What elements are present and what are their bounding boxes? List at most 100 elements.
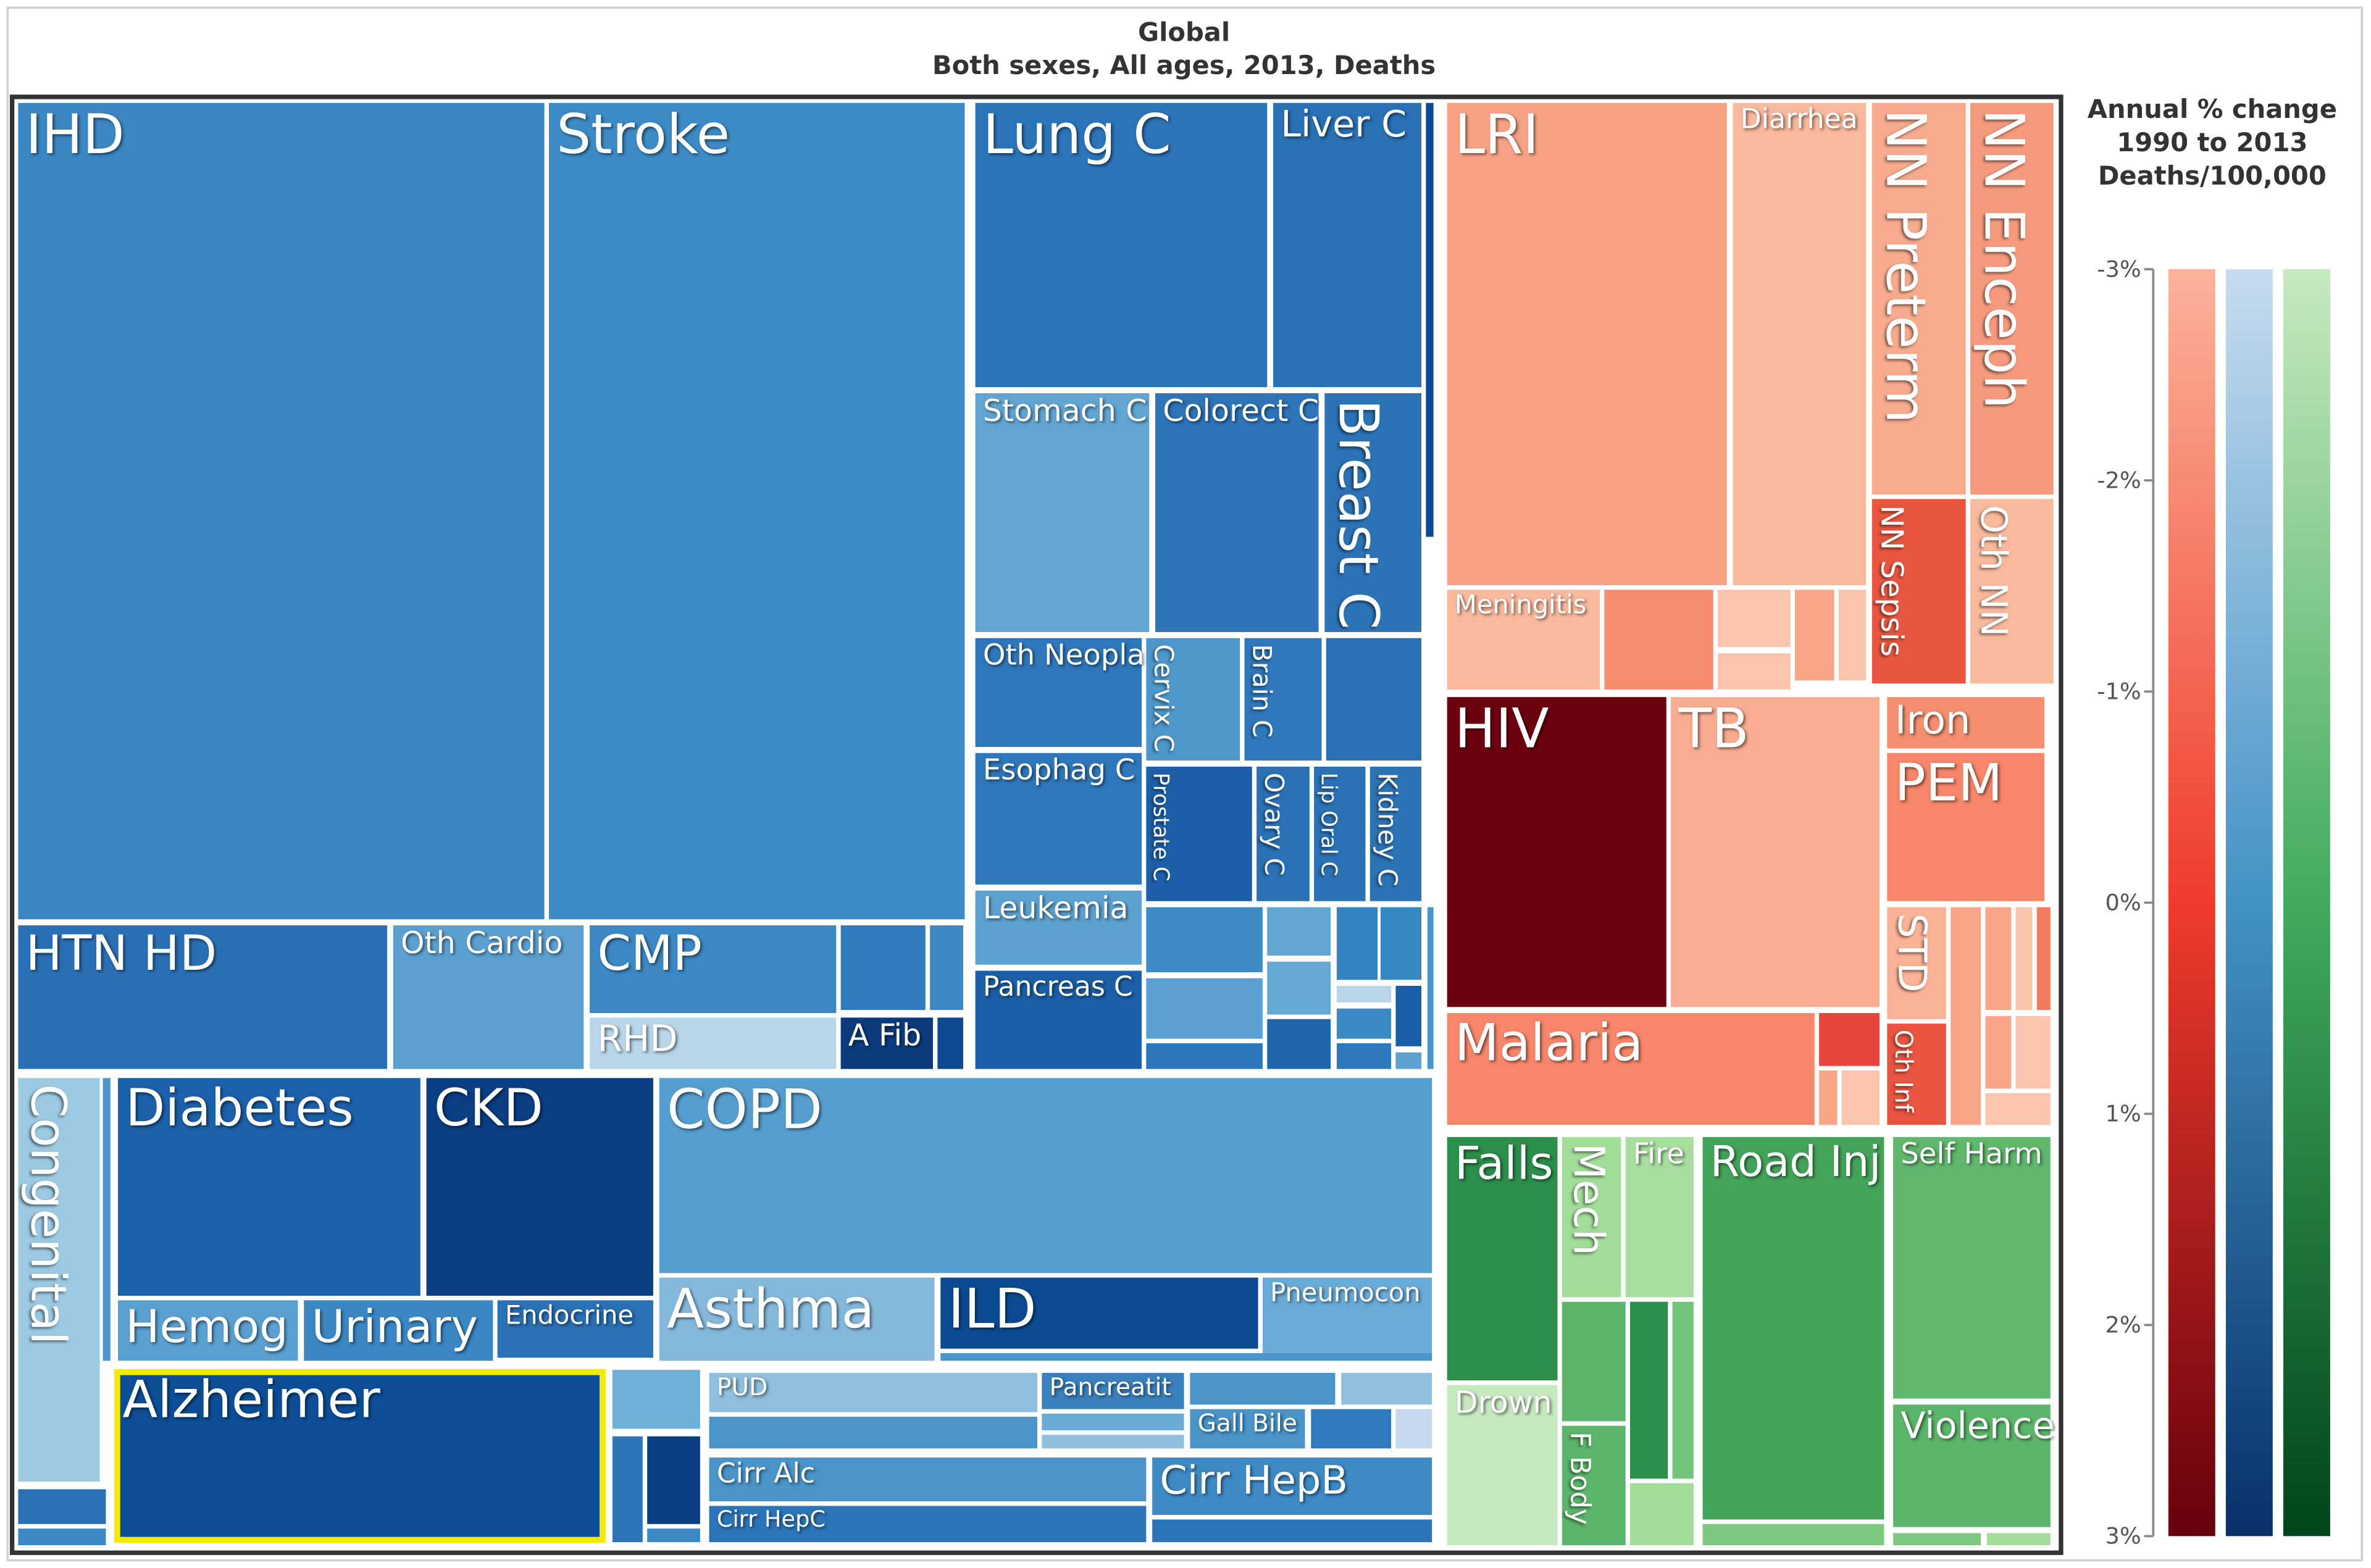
- treemap-cell[interactable]: [840, 925, 926, 1011]
- treemap-cell[interactable]: [940, 1353, 1432, 1361]
- treemap-cell[interactable]: [102, 1078, 111, 1361]
- treemap-cell-esophag-c[interactable]: [975, 753, 1142, 885]
- treemap-cell[interactable]: [1146, 978, 1263, 1039]
- treemap-cell-pancreas-c[interactable]: [975, 970, 1142, 1069]
- treemap-cell-mech[interactable]: [1562, 1136, 1621, 1298]
- treemap-cell[interactable]: [1267, 907, 1331, 956]
- treemap-cell-drown[interactable]: [1447, 1385, 1558, 1546]
- treemap-cell[interactable]: [1819, 1070, 1838, 1125]
- treemap-cell[interactable]: [1152, 1519, 1432, 1543]
- treemap-cell-leukemia[interactable]: [975, 890, 1142, 965]
- treemap-cell-violence[interactable]: [1893, 1404, 2051, 1527]
- treemap-cell[interactable]: [1341, 1372, 1432, 1405]
- treemap-cell-diarrhea[interactable]: [1733, 102, 1867, 585]
- treemap-cell-ckd[interactable]: [426, 1078, 653, 1296]
- treemap-cell-colorect-c[interactable]: [1155, 393, 1319, 632]
- treemap-cell-falls[interactable]: [1447, 1136, 1558, 1381]
- treemap-cell[interactable]: [1395, 1409, 1432, 1449]
- treemap-cell[interactable]: [1042, 1414, 1184, 1430]
- treemap-cell-hemog[interactable]: [118, 1300, 298, 1361]
- treemap-cell[interactable]: [1985, 1015, 2012, 1089]
- treemap-cell-prostate-c[interactable]: [1146, 766, 1252, 901]
- treemap-cell[interactable]: [1395, 985, 1422, 1046]
- treemap-cell[interactable]: [1672, 1301, 1694, 1479]
- treemap-cell-std[interactable]: [1887, 907, 1946, 1019]
- treemap-cell[interactable]: [647, 1436, 700, 1524]
- treemap-cell[interactable]: [1311, 1409, 1392, 1449]
- treemap-cell[interactable]: [1427, 907, 1434, 1069]
- treemap-cell-endocrine[interactable]: [497, 1300, 653, 1358]
- treemap-cell-congenital[interactable]: [18, 1078, 100, 1482]
- treemap-cell[interactable]: [1326, 638, 1422, 761]
- treemap-cell[interactable]: [612, 1436, 643, 1543]
- treemap-cell-kidney-c[interactable]: [1369, 766, 1422, 901]
- treemap-cell[interactable]: [1336, 985, 1392, 1003]
- treemap-cell[interactable]: [1841, 1070, 1880, 1125]
- treemap-cell[interactable]: [1336, 1008, 1392, 1039]
- treemap-cell-stroke[interactable]: [548, 102, 965, 920]
- treemap-cell[interactable]: [1380, 907, 1422, 980]
- treemap-cell-pancreatit[interactable]: [1042, 1372, 1184, 1409]
- treemap-cell[interactable]: [1819, 1013, 1880, 1066]
- treemap-cell-nn-enceph[interactable]: [1970, 102, 2054, 495]
- treemap-cell-urinary[interactable]: [304, 1300, 493, 1361]
- treemap-cell-a-fib[interactable]: [840, 1017, 934, 1069]
- treemap-cell[interactable]: [1146, 1043, 1263, 1069]
- treemap-cell[interactable]: [1838, 590, 1867, 681]
- treemap-cell[interactable]: [1986, 1533, 2051, 1546]
- treemap-cell[interactable]: [937, 1017, 963, 1069]
- treemap-cell-meningitis[interactable]: [1447, 590, 1600, 690]
- treemap-cell-asthma[interactable]: [659, 1277, 935, 1361]
- treemap-cell[interactable]: [1718, 590, 1791, 648]
- treemap-cell-diabetes[interactable]: [118, 1078, 420, 1296]
- treemap-cell[interactable]: [1985, 1093, 2051, 1125]
- treemap-cell[interactable]: [18, 1489, 106, 1524]
- treemap-cell[interactable]: [1267, 1019, 1331, 1069]
- treemap-cell-ihd[interactable]: [18, 102, 545, 920]
- treemap-cell[interactable]: [1630, 1483, 1694, 1546]
- treemap-cell[interactable]: [1336, 907, 1378, 980]
- treemap-cell-pem[interactable]: [1887, 753, 2045, 901]
- treemap-cell[interactable]: [1794, 590, 1834, 681]
- treemap-cell[interactable]: [1951, 907, 1981, 1125]
- treemap-cell-brain-c[interactable]: [1244, 638, 1322, 761]
- treemap-cell[interactable]: [1604, 590, 1713, 690]
- treemap-cell[interactable]: [612, 1369, 700, 1429]
- treemap-cell[interactable]: [709, 1416, 1037, 1449]
- treemap-cell-oth-cardio[interactable]: [393, 925, 584, 1069]
- treemap-cell-road-inj[interactable]: [1702, 1136, 1884, 1520]
- treemap-cell[interactable]: [1718, 653, 1791, 690]
- treemap-cell-gall-bile[interactable]: [1190, 1409, 1305, 1449]
- treemap-cell[interactable]: [18, 1528, 106, 1546]
- treemap-cell-self-harm[interactable]: [1893, 1136, 2051, 1399]
- treemap-cell-cirr-hepb[interactable]: [1152, 1457, 1432, 1516]
- treemap-cell-breast-c[interactable]: [1324, 393, 1422, 632]
- treemap-cell-iron[interactable]: [1887, 697, 2045, 749]
- treemap-cell-pud[interactable]: [709, 1372, 1037, 1412]
- treemap-cell[interactable]: [1562, 1301, 1626, 1422]
- treemap-cell[interactable]: [2015, 1015, 2051, 1089]
- treemap-cell-nn-sepsis[interactable]: [1871, 499, 1966, 684]
- treemap-cell[interactable]: [1395, 1052, 1422, 1069]
- treemap-cell-alzheimer[interactable]: [115, 1369, 605, 1543]
- treemap-cell[interactable]: [1336, 1043, 1392, 1069]
- treemap-cell[interactable]: [1426, 102, 1434, 537]
- treemap-cell-htn-hd[interactable]: [18, 925, 387, 1069]
- treemap-cell[interactable]: [2036, 907, 2051, 1011]
- treemap-cell-cervix-c[interactable]: [1146, 638, 1240, 761]
- treemap-cell-liver-c[interactable]: [1273, 102, 1422, 388]
- treemap-cell[interactable]: [1985, 907, 2012, 1011]
- treemap-cell-ovary-c[interactable]: [1257, 766, 1310, 901]
- treemap-cell[interactable]: [930, 925, 963, 1011]
- treemap-cell-hiv[interactable]: [1447, 697, 1666, 1007]
- treemap-cell-lri[interactable]: [1447, 102, 1727, 585]
- treemap-cell[interactable]: [1190, 1372, 1336, 1405]
- treemap-cell-rhd[interactable]: [590, 1017, 837, 1069]
- treemap-cell[interactable]: [2015, 907, 2033, 1011]
- treemap-cell-cirr-hepc[interactable]: [709, 1506, 1147, 1543]
- treemap-cell-pneumocon[interactable]: [1262, 1277, 1432, 1354]
- treemap-cell-cmp[interactable]: [590, 925, 837, 1014]
- treemap-cell-cirr-alc[interactable]: [709, 1457, 1147, 1502]
- treemap-cell[interactable]: [1702, 1524, 1884, 1546]
- treemap-cell-oth-nn[interactable]: [1970, 499, 2054, 684]
